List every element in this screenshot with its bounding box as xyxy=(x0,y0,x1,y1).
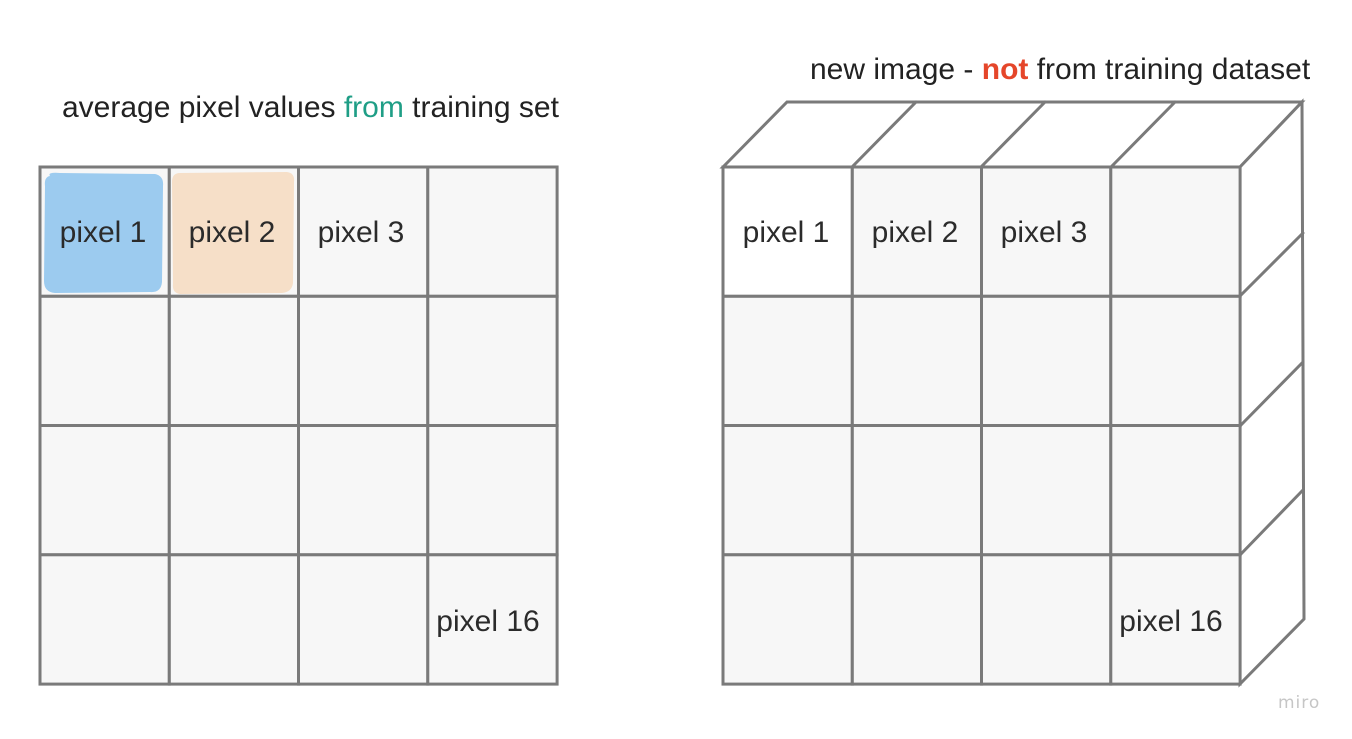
grid-cell-15 xyxy=(980,553,1113,686)
grid-cell-16 xyxy=(1109,553,1242,686)
grid-cell-7 xyxy=(297,294,430,428)
grid-cell-8 xyxy=(1109,294,1242,428)
pixel-2-highlight xyxy=(172,172,295,294)
left-pixel-2-label: pixel 2 xyxy=(189,216,276,249)
left-title-highlight: from xyxy=(344,91,404,124)
grid-cell-8 xyxy=(426,294,559,428)
left-pixel-16-label: pixel 16 xyxy=(436,605,539,638)
top-face-divider-2 xyxy=(979,100,1047,169)
side-face-divider-2 xyxy=(1238,360,1305,428)
grid-cell-12 xyxy=(1109,424,1242,557)
right-title-text-end: from training dataset xyxy=(1028,53,1310,86)
grid-cell-11 xyxy=(297,424,430,557)
grid-cell-9 xyxy=(721,424,854,557)
grid-cell-6 xyxy=(167,294,301,428)
grid-cell-15 xyxy=(297,553,430,686)
left-title: average pixel values from training set xyxy=(62,91,560,124)
right-pixel-1-label: pixel 1 xyxy=(743,216,830,249)
right-pixel-3-label: pixel 3 xyxy=(1001,216,1088,249)
right-pixel-grid xyxy=(721,165,1242,686)
pixel-1-highlight xyxy=(44,172,164,293)
grid-cell-10 xyxy=(850,424,984,557)
right-title: new image - not from training dataset xyxy=(810,53,1311,86)
right-pixel-2-label: pixel 2 xyxy=(872,216,959,249)
left-pixel-1-label: pixel 1 xyxy=(60,216,147,249)
right-pixel-16-label: pixel 16 xyxy=(1119,605,1222,638)
side-face-divider-1 xyxy=(1238,231,1305,298)
cube-top-face xyxy=(719,100,1306,169)
side-face-divider-3 xyxy=(1238,488,1305,557)
grid-cell-14 xyxy=(167,553,301,686)
grid-cell-14 xyxy=(850,553,984,686)
grid-cell-13 xyxy=(721,553,854,686)
top-face-divider-3 xyxy=(1109,100,1177,169)
grid-cell-6 xyxy=(850,294,984,428)
grid-cell-10 xyxy=(167,424,301,557)
left-pixel-3-label: pixel 3 xyxy=(318,216,405,249)
right-title-text: new image - xyxy=(810,53,982,86)
grid-cell-7 xyxy=(980,294,1113,428)
left-title-text-end: training set xyxy=(404,91,560,124)
grid-cell-9 xyxy=(38,424,171,557)
right-panel: new image - not from training dataset pi… xyxy=(719,53,1311,688)
left-title-text: average pixel values xyxy=(62,91,344,124)
grid-cell-5 xyxy=(38,294,171,428)
miro-watermark: miro xyxy=(1278,693,1320,713)
left-panel: average pixel values from training set p… xyxy=(38,91,560,686)
grid-cell-16 xyxy=(426,553,559,686)
cube-side-face xyxy=(1238,98,1306,688)
grid-cell-3 xyxy=(980,165,1113,298)
grid-cell-4 xyxy=(1109,165,1242,298)
grid-cell-11 xyxy=(980,424,1113,557)
right-title-highlight: not xyxy=(982,53,1029,86)
top-face-divider-1 xyxy=(850,100,918,169)
grid-cell-13 xyxy=(38,553,171,686)
grid-cell-5 xyxy=(721,294,854,428)
grid-cell-12 xyxy=(426,424,559,557)
grid-cell-4 xyxy=(426,165,559,298)
